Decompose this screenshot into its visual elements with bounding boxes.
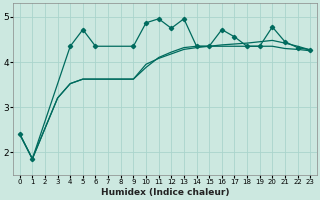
X-axis label: Humidex (Indice chaleur): Humidex (Indice chaleur) [101, 188, 229, 197]
